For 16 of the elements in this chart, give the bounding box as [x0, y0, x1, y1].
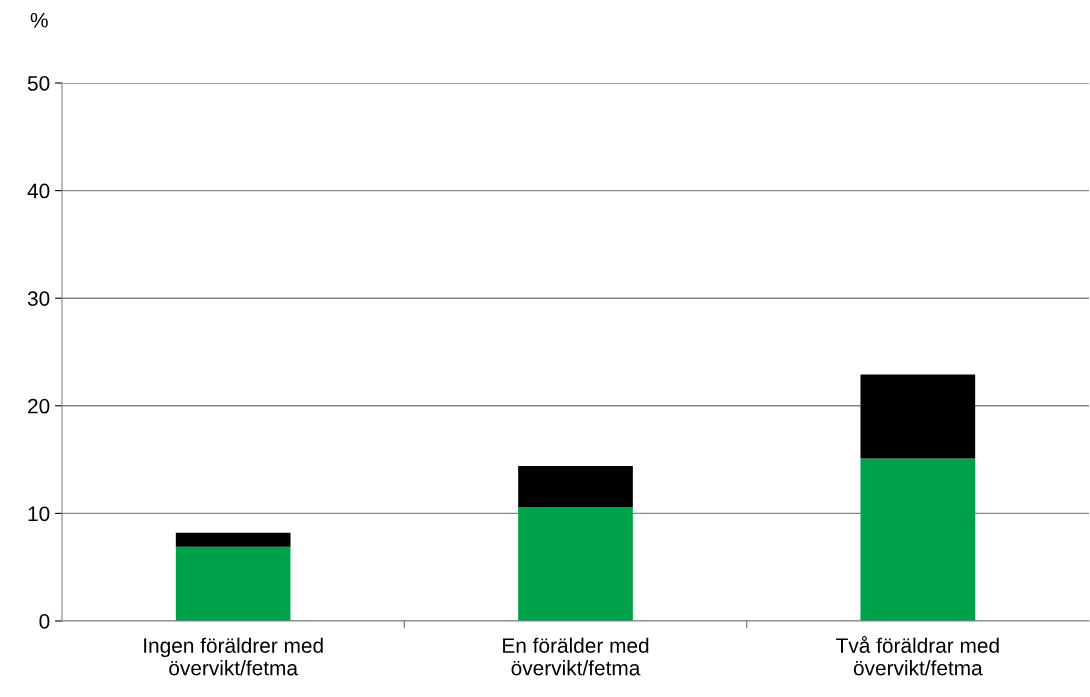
x-tick-label: Två föräldrar med övervikt/fetma [836, 635, 999, 676]
y-tick-label: 0 [39, 614, 50, 629]
bar [860, 374, 976, 459]
y-axis-title: % [30, 12, 48, 28]
y-tick-label: 10 [28, 506, 50, 522]
bar [175, 546, 291, 621]
bar [175, 532, 291, 547]
y-tick-label: 30 [27, 291, 50, 306]
bar [518, 506, 633, 621]
x-tick-label: Ingen föräldrer med övervikt/fetma [144, 637, 323, 676]
y-tick-label: 50 [27, 76, 50, 91]
bar [518, 466, 633, 507]
x-tick-label: En förälder med övervikt/fetma [503, 637, 649, 676]
y-tick-label: 40 [27, 183, 50, 199]
y-tick-label: 20 [28, 398, 50, 414]
bar [860, 458, 976, 621]
